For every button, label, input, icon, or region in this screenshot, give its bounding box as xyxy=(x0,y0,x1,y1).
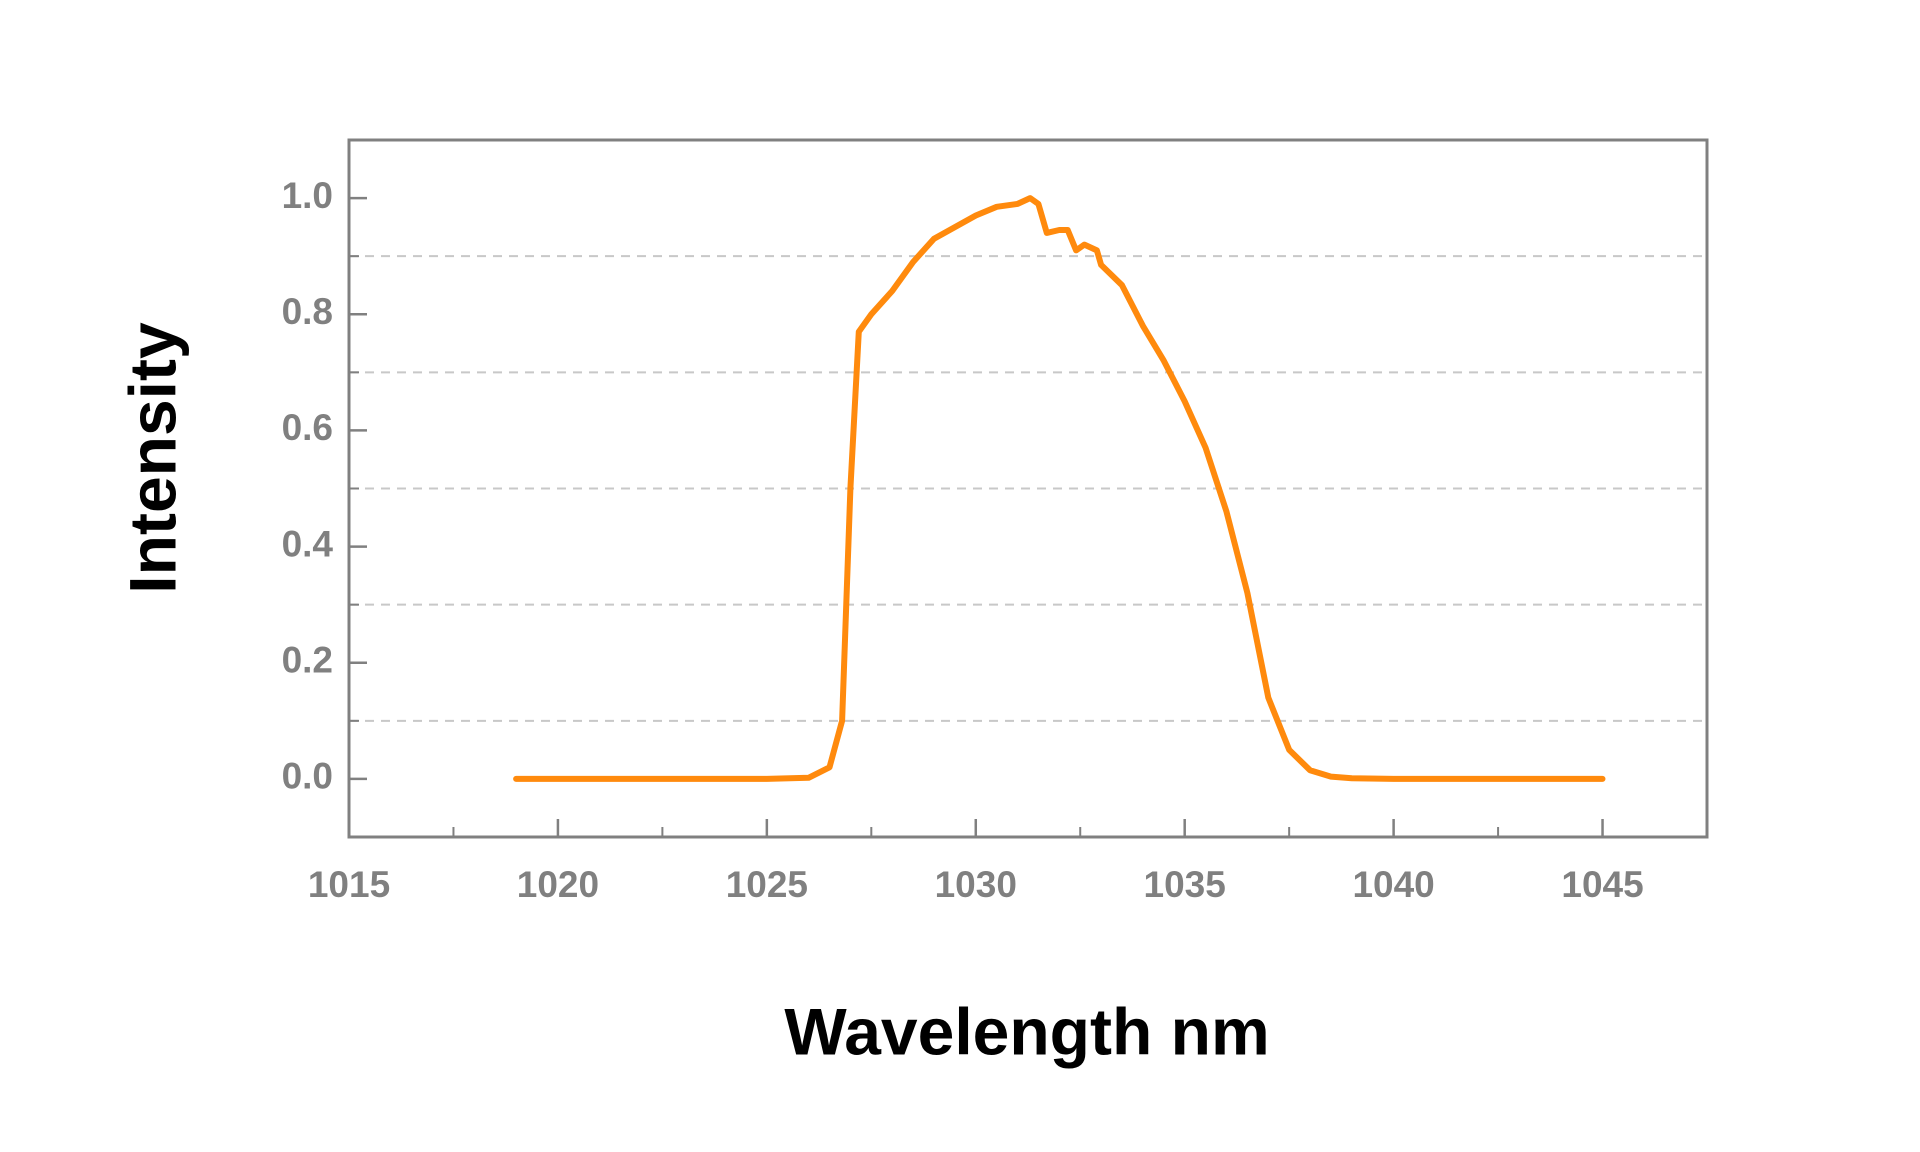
y-tick-label: 1.0 xyxy=(282,175,333,216)
x-tick-label: 1020 xyxy=(517,864,599,905)
y-tick-label: 0.6 xyxy=(282,407,333,448)
y-tick-label: 0.4 xyxy=(282,523,334,564)
x-tick-label: 1040 xyxy=(1352,864,1434,905)
y-axis-title: Intensity xyxy=(115,322,189,594)
x-tick-label: 1030 xyxy=(935,864,1017,905)
y-tick-label: 0.2 xyxy=(282,640,333,681)
y-tick-label: 0.8 xyxy=(282,291,333,332)
x-tick-label: 1015 xyxy=(308,864,390,905)
x-tick-label: 1035 xyxy=(1144,864,1226,905)
x-tick-label: 1025 xyxy=(726,864,808,905)
x-axis-title: Wavelength nm xyxy=(784,994,1269,1068)
y-tick-label: 0.0 xyxy=(282,756,333,797)
x-tick-label: 1045 xyxy=(1561,864,1643,905)
data-line xyxy=(513,195,1606,782)
plot-frame xyxy=(347,138,1709,839)
